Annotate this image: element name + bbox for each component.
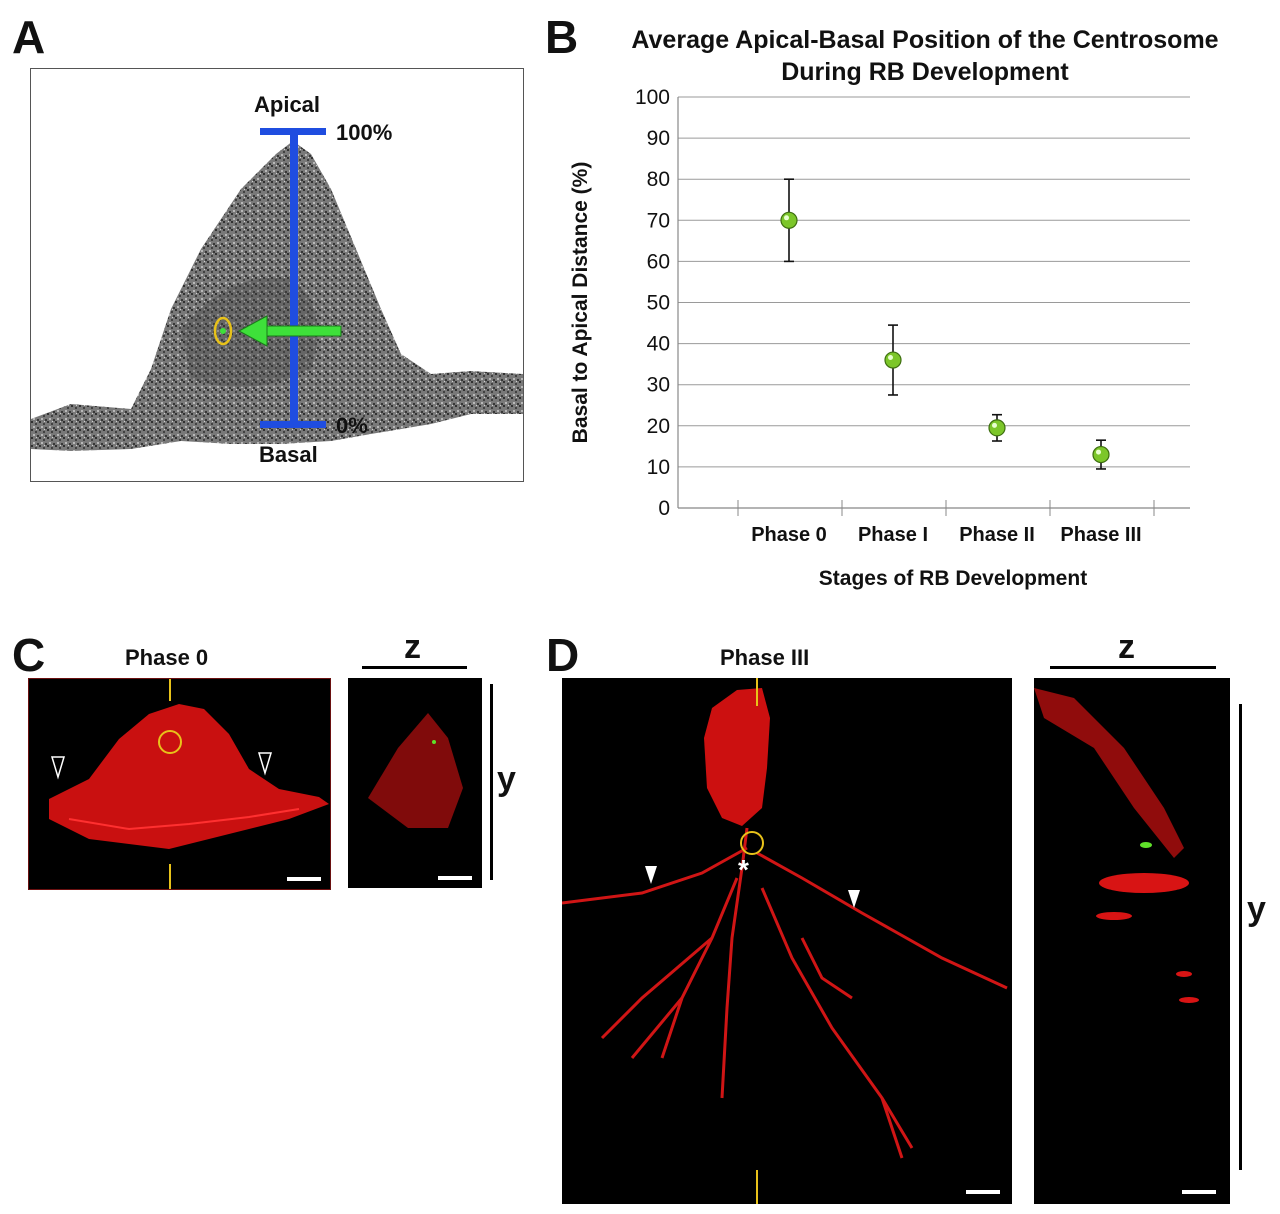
asterisk-marker: * [738,854,749,885]
panel-c-z-label: z [404,628,421,666]
data-point-highlight [1096,449,1101,455]
x-tick-label: Phase II [959,524,1035,546]
phase3-z-illustration [1034,688,1216,1194]
x-tick-label: Phase 0 [751,524,827,546]
panel-c-title: Phase 0 [125,645,209,670]
y-tick-label: 50 [647,292,670,315]
panel-d-y-label: y [1247,890,1266,928]
phase3-neuron-illustration [562,678,1008,1204]
y-tick-label: 80 [647,168,670,191]
apical-label: Apical [254,92,321,117]
apical-cap [260,128,326,135]
data-point-highlight [784,215,789,221]
chart-title-line1: Average Apical-Basal Position of the Cen… [631,26,1219,54]
y-tick-label: 10 [647,456,670,479]
data-point-highlight [992,422,997,428]
phase0-image [28,678,331,890]
bottom-percent-label: 0% [336,413,368,438]
top-percent-label: 100% [336,120,393,145]
y-tick-label: 90 [647,127,670,150]
panel-d-title: Phase III [720,645,810,670]
data-point [780,211,798,229]
y-tick-label: 30 [647,374,670,397]
panel-c-y-label: y [497,760,516,798]
x-axis-label: Stages of RB Development [819,567,1087,590]
panel-d-z-label: z [1118,628,1135,666]
y-tick-label: 60 [647,250,670,273]
y-tick-label: 70 [647,209,670,232]
centrosome-position-chart: 0 10 20 30 40 50 60 70 80 90 100 Phase 0 Phase I Phas… [569,86,1190,590]
phase3-image: * [562,678,1012,1204]
panel-d-y-bar [1239,704,1242,1170]
panel-label-b: B [545,11,579,63]
data-point-highlight [888,355,893,361]
x-tick-label: Phase III [1060,524,1141,546]
y-axis-label: Basal to Apical Distance (%) [569,162,592,444]
phase0-z-image [348,678,482,888]
y-tick-label: 100 [635,86,670,109]
y-tick-label: 0 [658,497,670,520]
phase0-cell-illustration [49,679,329,889]
panel-label-a: A [12,11,46,63]
chart-title: Average Apical-Basal Position of the Cen… [560,24,1280,88]
apical-basal-axis-bar [290,130,298,426]
y-tick-label: 20 [647,415,670,438]
panel-d-z-bar [1050,666,1216,669]
green-arrow-icon [213,315,342,347]
data-point [884,351,902,369]
phase0-z-illustration [368,713,472,880]
basal-cap [260,421,326,428]
panel-c-z-bar [362,666,467,669]
panel-c-y-bar [490,684,493,880]
phase3-z-image [1034,678,1230,1204]
chart-title-line2: During RB Development [781,58,1069,86]
panel-label-c: C [12,629,46,681]
x-tick-label: Phase I [858,524,928,546]
data-point [988,419,1006,437]
y-tick-label: 40 [647,333,670,356]
data-point [1092,445,1110,464]
panel-label-d: D [546,629,580,681]
basal-label: Basal [259,442,318,467]
panel-a-image [30,68,524,482]
